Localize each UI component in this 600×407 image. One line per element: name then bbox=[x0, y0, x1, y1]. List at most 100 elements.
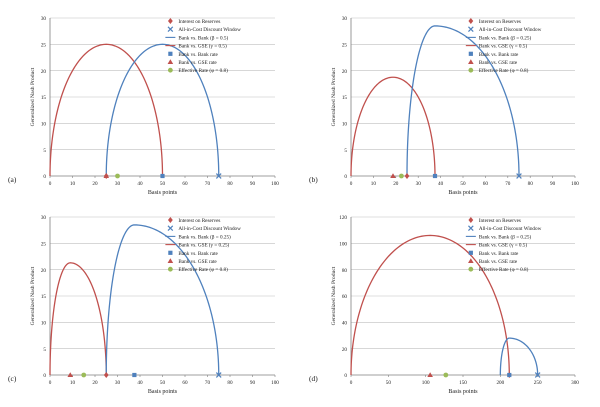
x-tick-label: 90 bbox=[550, 181, 556, 187]
x-tick-label: 50 bbox=[386, 380, 392, 386]
legend-swatch-circle bbox=[468, 266, 474, 272]
legend-label: Bank vs. Bank rate bbox=[479, 52, 519, 58]
panel-label: (c) bbox=[8, 374, 17, 383]
legend-swatch-triangle bbox=[468, 258, 474, 263]
legend-swatch-x bbox=[468, 26, 474, 33]
legend-label: Effective Rate (φ = 0.8) bbox=[178, 67, 228, 74]
y-tick-label: 20 bbox=[41, 268, 47, 274]
x-tick-label: 250 bbox=[534, 380, 542, 386]
legend-swatch-circle bbox=[468, 67, 474, 73]
y-tick-label: 15 bbox=[342, 95, 348, 101]
legend-label: Bank vs. GSE rate bbox=[178, 259, 217, 265]
legend-label: Bank vs. GSE (γ = 0.5) bbox=[479, 242, 528, 249]
all-in-point bbox=[215, 173, 222, 179]
y-tick-label: 0 bbox=[43, 373, 46, 379]
chart-panel-d: 0 20 40 60 80 100 120 0 50 100 150 200 250 300 Basis p… bbox=[309, 215, 579, 395]
x-tick-label: 150 bbox=[459, 380, 467, 386]
x-tick-label: 100 bbox=[271, 380, 279, 386]
x-tick-label: 30 bbox=[115, 380, 121, 386]
bank-rate-point bbox=[132, 372, 137, 378]
legend-label: Interest on Reserves bbox=[479, 218, 521, 224]
x-stroke bbox=[167, 225, 174, 232]
gse-rate-point bbox=[427, 372, 433, 377]
legend-label: Bank vs. Bank rate bbox=[178, 52, 218, 58]
x-tick-label: 100 bbox=[422, 380, 430, 386]
legend-swatch-triangle bbox=[167, 59, 174, 64]
x-axis-title: Basis points bbox=[448, 389, 478, 395]
legend: Interest on Reserves All-in-Cost Discount… bbox=[165, 18, 241, 74]
effective-point bbox=[399, 173, 404, 179]
x-tick-label: 10 bbox=[70, 380, 76, 386]
interest-point bbox=[103, 372, 109, 378]
y-tick-label: 30 bbox=[342, 16, 348, 22]
effective-point bbox=[81, 372, 87, 378]
x-tick-label: 200 bbox=[496, 380, 504, 386]
y-tick-label: 0 bbox=[43, 174, 46, 180]
legend-label: Interest on Reserves bbox=[178, 19, 220, 25]
all-in-point bbox=[534, 372, 541, 378]
legend-swatch-square bbox=[168, 250, 173, 255]
legend-swatch-triangle bbox=[167, 258, 174, 263]
x-tick-label: 100 bbox=[271, 181, 279, 187]
bank-vs-gse-curve bbox=[350, 76, 436, 177]
x-tick-label: 60 bbox=[483, 181, 489, 187]
y-tick-label: 5 bbox=[43, 148, 46, 154]
x-tick-label: 100 bbox=[571, 181, 579, 187]
legend-label: Bank vs. GSE (γ = 0.5) bbox=[479, 43, 528, 50]
x-axis-title: Basis points bbox=[448, 190, 478, 196]
x-tick-label: 0 bbox=[49, 380, 52, 386]
x-stroke bbox=[167, 26, 174, 33]
legend-swatch-circle bbox=[167, 67, 173, 73]
x-tick-label: 60 bbox=[182, 181, 188, 187]
legend: Interest on Reserves All-in-Cost Discount… bbox=[465, 217, 542, 273]
all-in-point bbox=[516, 173, 522, 179]
legend-swatch-square bbox=[468, 51, 473, 56]
x-stroke bbox=[215, 173, 222, 179]
legend-label: Bank vs. GSE rate bbox=[178, 60, 217, 66]
x-tick-label: 0 bbox=[350, 181, 353, 187]
legend-label: Bank vs. Bank rate bbox=[479, 251, 519, 257]
legend-swatch-square bbox=[168, 51, 173, 56]
y-tick-label: 20 bbox=[41, 69, 47, 75]
y-tick-label: 10 bbox=[342, 122, 348, 128]
legend-label: All-in-Cost Discount Window bbox=[178, 226, 241, 232]
bank-vs-bank-curve bbox=[406, 25, 520, 177]
y-tick-label: 15 bbox=[41, 294, 47, 300]
legend: Interest on Reserves All-in-Cost Discount… bbox=[465, 18, 542, 74]
legend-swatch-diamond bbox=[167, 217, 173, 223]
x-tick-label: 40 bbox=[137, 380, 143, 386]
x-stroke bbox=[516, 173, 522, 179]
x-tick-label: 50 bbox=[460, 181, 466, 187]
legend-swatch-triangle bbox=[468, 59, 474, 64]
chart-panel-b: 0 5 10 15 20 25 30 0 10 20 30 40 50 60 70 80 90 100 Basis … bbox=[309, 16, 579, 196]
effective-point bbox=[115, 173, 120, 179]
y-tick-label: 10 bbox=[41, 321, 47, 327]
x-tick-label: 70 bbox=[505, 181, 511, 187]
gse-rate-point bbox=[103, 173, 110, 178]
legend-label: Effective Rate (φ = 0.8) bbox=[178, 266, 228, 273]
legend-label: Bank vs. GSE (γ = 0.5) bbox=[178, 43, 227, 50]
x-tick-label: 90 bbox=[250, 181, 256, 187]
legend-label: Interest on Reserves bbox=[479, 19, 521, 25]
bank-vs-bank-curve bbox=[499, 337, 539, 376]
gse-rate-point bbox=[67, 372, 74, 377]
y-tick-label: 5 bbox=[344, 148, 347, 154]
x-tick-label: 10 bbox=[70, 181, 76, 187]
panel-label: (b) bbox=[309, 175, 318, 184]
legend-label: Bank vs. GSE rate bbox=[479, 60, 518, 66]
x-tick-label: 90 bbox=[250, 380, 256, 386]
bank-vs-gse-curve bbox=[49, 262, 107, 376]
x-tick-label: 0 bbox=[350, 380, 353, 386]
x-tick-label: 30 bbox=[115, 181, 121, 187]
x-tick-label: 40 bbox=[438, 181, 444, 187]
x-stroke bbox=[534, 372, 541, 378]
legend-label: Bank vs. Bank (β = 0.5) bbox=[178, 34, 228, 41]
x-tick-label: 0 bbox=[49, 181, 52, 187]
y-tick-label: 0 bbox=[344, 174, 347, 180]
y-tick-label: 100 bbox=[339, 242, 347, 248]
y-tick-label: 0 bbox=[344, 373, 347, 379]
x-tick-label: 10 bbox=[371, 181, 377, 187]
chart-panel-c: 0 5 10 15 20 25 30 0 10 20 30 40 50 60 70 80 90 100 Basis … bbox=[8, 215, 279, 395]
legend-swatch-square bbox=[468, 250, 473, 255]
y-axis-title: Generalized Nash Product bbox=[30, 67, 36, 126]
